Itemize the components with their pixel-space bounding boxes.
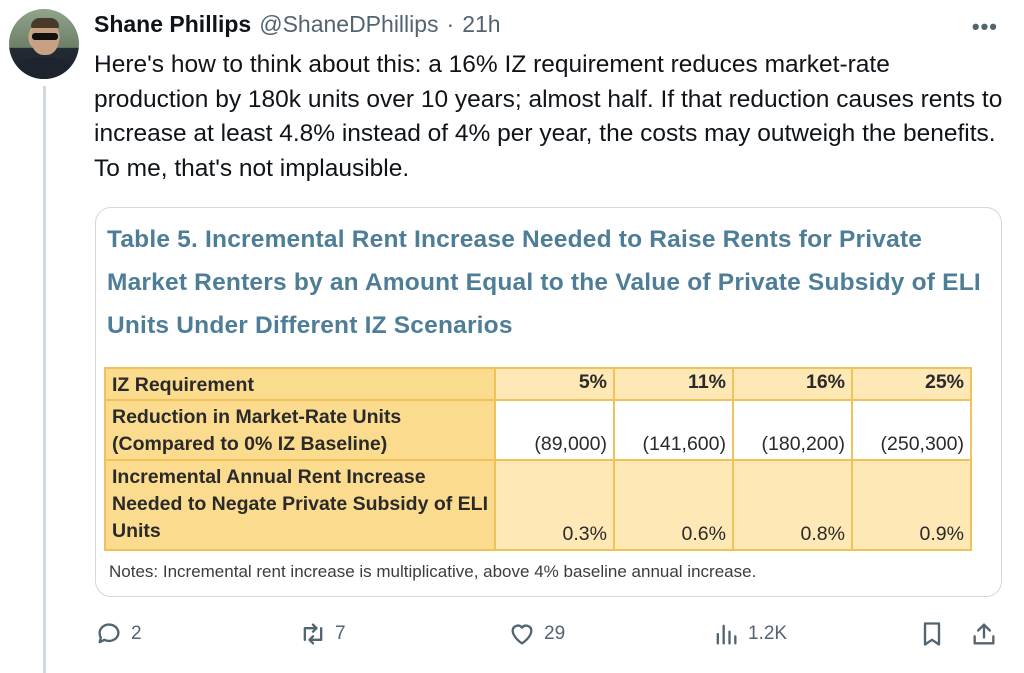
column-header: 11% (613, 367, 734, 401)
table-cell: (250,300) (851, 399, 972, 461)
reply-button[interactable]: 2 (95, 620, 142, 648)
table-cell: 0.8% (732, 459, 853, 551)
data-table: IZ Requirement 5% 11% 16% 25% Reduction … (104, 367, 972, 551)
header-separator: · (446, 11, 455, 37)
avatar-shirt (15, 57, 73, 79)
like-icon (511, 624, 533, 645)
row-label: Incremental Annual Rent Increase Needed … (104, 459, 496, 551)
retweet-button[interactable]: 7 (299, 620, 346, 648)
table-cell: (141,600) (613, 399, 734, 461)
thread-line (43, 86, 46, 673)
avatar-hair (31, 18, 59, 28)
action-bar: 2 7 29 1.2K (95, 620, 1005, 656)
table-notes: Notes: Incremental rent increase is mult… (109, 562, 757, 581)
author-name[interactable]: Shane Phillips (94, 11, 252, 37)
table-row: Reduction in Market-Rate Units (Compared… (104, 399, 972, 461)
bookmark-icon (923, 622, 941, 646)
views-button[interactable]: 1.2K (712, 620, 787, 648)
more-options-icon[interactable]: ••• (971, 14, 998, 39)
column-header: 25% (851, 367, 972, 401)
retweet-count: 7 (335, 623, 346, 644)
tweet-timestamp[interactable]: 21h (462, 11, 501, 37)
column-header: 16% (732, 367, 853, 401)
tweet-text: Here's how to think about this: a 16% IZ… (94, 51, 1003, 182)
views-icon (716, 624, 737, 645)
attached-image-card[interactable]: Table 5. Incremental Rent Increase Neede… (95, 207, 1002, 597)
table-cell: (89,000) (494, 399, 615, 461)
column-header: 5% (494, 367, 615, 401)
reply-icon (98, 623, 120, 644)
table-cell: 0.6% (613, 459, 734, 551)
avatar[interactable] (9, 9, 79, 79)
author-handle[interactable]: @ShaneDPhillips (259, 11, 439, 37)
retweet-icon (303, 623, 323, 645)
reply-count: 2 (131, 623, 142, 644)
avatar-sunglasses (32, 33, 58, 40)
share-icon (973, 623, 995, 645)
table-title: Table 5. Incremental Rent Increase Neede… (107, 226, 981, 339)
like-count: 29 (544, 623, 566, 644)
table-row: Incremental Annual Rent Increase Needed … (104, 459, 972, 551)
table-header-label: IZ Requirement (104, 367, 496, 401)
tweet-header: Shane Phillips @ShaneDPhillips · 21h (94, 11, 501, 38)
table-cell: 0.3% (494, 459, 615, 551)
table-header-row: IZ Requirement 5% 11% 16% 25% (104, 367, 972, 401)
table-cell: (180,200) (732, 399, 853, 461)
bookmark-button[interactable] (918, 620, 946, 648)
share-button[interactable] (970, 620, 998, 648)
row-label: Reduction in Market-Rate Units (Compared… (104, 399, 496, 461)
like-button[interactable]: 29 (508, 620, 565, 648)
table-cell: 0.9% (851, 459, 972, 551)
view-count: 1.2K (748, 623, 788, 644)
